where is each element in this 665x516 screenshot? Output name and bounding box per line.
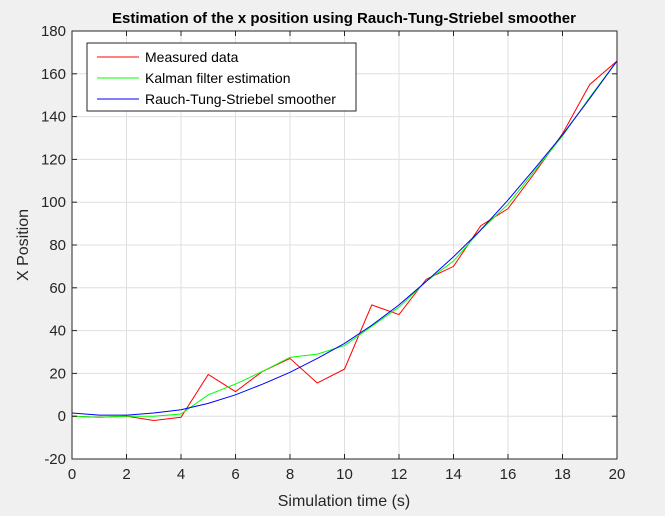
x-tick-label: 12 (391, 466, 408, 483)
legend-items: Measured data Kalman filter estimation Rau… (97, 49, 336, 107)
y-tick-label: 140 (41, 109, 66, 126)
legend-label-1: Measured data (145, 49, 239, 65)
y-tick-label: 160 (41, 66, 66, 83)
x-tick-label: 10 (336, 466, 353, 483)
y-tick-label: -20 (44, 451, 66, 468)
y-tick-label: 0 (58, 408, 66, 425)
x-tick-label: 14 (445, 466, 462, 483)
axis-ticks: 0 2 4 6 8 10 12 14 16 18 20-2002040608010012014016… (41, 23, 625, 483)
y-axis-label: X Position (15, 209, 32, 281)
y-tick-label: 60 (49, 280, 66, 297)
series-layer (71, 60, 618, 421)
legend-label-3: Rauch-Tung-Striebel smoother (145, 91, 336, 107)
y-tick-label: 180 (41, 23, 66, 40)
x-tick-label: 2 (122, 466, 130, 483)
y-tick-label: 120 (41, 151, 66, 168)
y-tick-label: 40 (49, 323, 66, 340)
x-tick-label: 20 (609, 466, 626, 483)
series-line-3 (71, 60, 618, 416)
x-tick-label: 6 (231, 466, 239, 483)
legend: Measured data Kalman filter estimation Rau… (86, 42, 357, 112)
x-tick-label: 16 (500, 466, 517, 483)
series-line-1 (71, 60, 618, 421)
x-tick-label: 8 (286, 466, 294, 483)
x-tick-label: 4 (177, 466, 185, 483)
y-tick-label: 100 (41, 194, 66, 211)
legend-box (86, 42, 357, 112)
y-tick-label: 20 (49, 365, 66, 382)
legend-label-2: Kalman filter estimation (145, 70, 291, 86)
series-line-2 (71, 60, 618, 418)
chart-title: Estimation of the x position using Rauch… (112, 10, 576, 27)
y-tick-label: 80 (49, 237, 66, 254)
x-axis-label: Simulation time (s) (278, 493, 410, 510)
x-tick-label: 18 (554, 466, 571, 483)
x-tick-label: 0 (68, 466, 76, 483)
